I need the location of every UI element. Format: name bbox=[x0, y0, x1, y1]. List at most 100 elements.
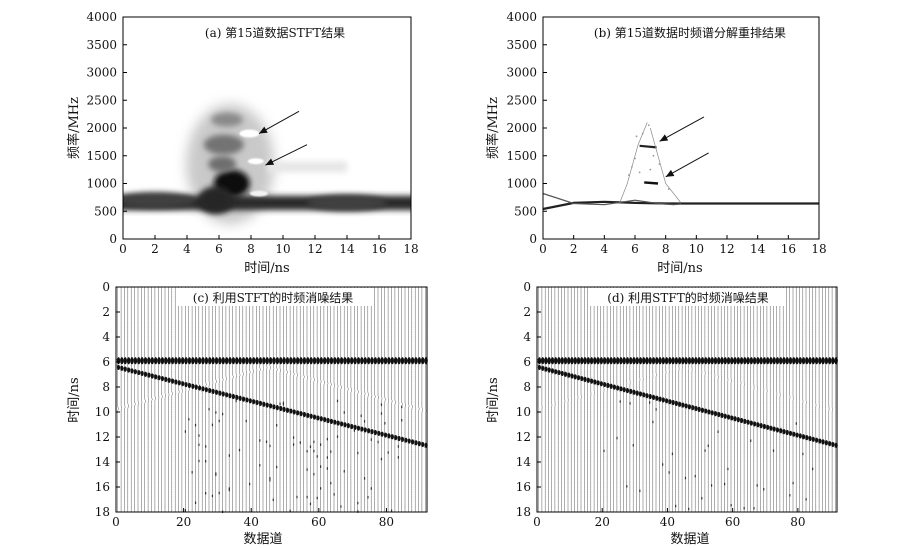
panel-d-trace bbox=[602, 287, 607, 512]
panel-c-trace bbox=[156, 287, 162, 512]
panel-d-reflection-mark bbox=[554, 369, 558, 375]
panel-c-noise-speck bbox=[211, 423, 214, 427]
panel-c-noise-speck bbox=[363, 420, 366, 423]
panel-d-direct-wave-mark bbox=[746, 357, 750, 365]
panel-c-direct-wave-mark bbox=[370, 357, 374, 365]
panel-d-noise-speck bbox=[772, 449, 775, 452]
panel-d-reflection-mark bbox=[674, 400, 678, 406]
panel-c-noise-speck bbox=[205, 459, 207, 463]
panel-d-noise-speck bbox=[756, 484, 758, 487]
panel-c-noise-speck bbox=[198, 434, 200, 437]
panel-a-xtick-label: 2 bbox=[151, 242, 159, 256]
panel-b-scatter-point bbox=[652, 154, 655, 157]
panel-c-reflection-mark bbox=[302, 411, 307, 418]
panel-c-reflection-mark bbox=[181, 381, 185, 387]
panel-c-direct-wave-mark bbox=[208, 357, 212, 365]
panel-d-direct-wave-mark bbox=[544, 357, 548, 365]
panel-d-ytick-label: 14 bbox=[516, 455, 532, 469]
panel-d-reflection-mark bbox=[671, 399, 675, 406]
panel-c-noise-speck bbox=[401, 418, 403, 422]
panel-c-trace bbox=[291, 287, 297, 512]
panel-a-xtick-label: 6 bbox=[215, 242, 223, 256]
panel-c-reflection-mark bbox=[191, 383, 195, 389]
panel-c-trace bbox=[247, 287, 253, 512]
panel-d-direct-wave-mark bbox=[677, 357, 682, 365]
panel-d-noise-speck bbox=[763, 488, 765, 491]
panel-c-ytick-label: 8 bbox=[102, 380, 110, 394]
panel-c-noise-speck bbox=[299, 441, 301, 444]
panel-d-reflection-mark bbox=[779, 428, 783, 434]
panel-d-trace bbox=[595, 287, 601, 512]
panel-a-xtick-label: 4 bbox=[183, 242, 191, 256]
panel-c-direct-wave-mark bbox=[329, 357, 334, 365]
panel-c-direct-wave-mark bbox=[262, 357, 266, 365]
panel-c-direct-wave-mark bbox=[116, 357, 121, 365]
panel-d-noise-speck bbox=[792, 481, 794, 485]
panel-b-arrow-shaft bbox=[659, 116, 705, 142]
panel-a-ytick-label: 0 bbox=[109, 232, 117, 246]
panel-d-trace bbox=[546, 287, 552, 512]
panel-c-noise-speck bbox=[320, 487, 322, 490]
panel-d-ytick-label: 6 bbox=[523, 355, 531, 369]
panel-c-direct-wave-mark bbox=[130, 357, 134, 365]
panel-d-reflection-mark bbox=[616, 385, 620, 391]
panel-d-ticks: 0 20 40 60 80 0 2 4 6 8 10 12 14 16 18 bbox=[516, 280, 806, 529]
panel-c-xtick-label: 80 bbox=[379, 515, 394, 529]
panel-c-trace bbox=[126, 287, 131, 512]
panel-c-ylabel: 时间/ns bbox=[67, 377, 82, 422]
panel-a: 0 2 4 6 8 10 12 14 16 18 0 500 1000 1500 2000 2500 3000 3… bbox=[66, 10, 419, 276]
panel-c-noise-speck bbox=[184, 430, 186, 433]
panel-a-ytick-label: 3000 bbox=[86, 66, 117, 80]
panel-d-direct-wave-mark bbox=[658, 357, 662, 365]
heat-gap bbox=[239, 129, 260, 138]
panel-d-trace bbox=[722, 287, 728, 512]
panel-d-ytick-label: 10 bbox=[516, 405, 531, 419]
panel-c-trace bbox=[217, 287, 223, 512]
panel-c-noise-speck bbox=[313, 472, 315, 476]
panel-c-noise-speck bbox=[306, 495, 308, 499]
panel-d-trace bbox=[615, 287, 620, 512]
panel-d-direct-wave-mark bbox=[824, 357, 829, 365]
panel-c-direct-wave-mark bbox=[343, 357, 347, 365]
panel-c-reflection-mark bbox=[123, 366, 127, 372]
panel-c-trace bbox=[325, 287, 331, 512]
panel-c-xtick-label: 40 bbox=[244, 515, 259, 529]
panel-b-ytick-label: 4000 bbox=[506, 10, 537, 24]
panel-d-reflection-mark bbox=[762, 423, 767, 430]
panel-d-direct-wave-mark bbox=[629, 357, 633, 365]
panel-c-direct-wave-mark bbox=[292, 357, 296, 365]
panel-c-reflection-mark bbox=[370, 429, 374, 435]
panel-c-reflection-mark bbox=[299, 411, 303, 417]
panel-d-reflection-mark bbox=[619, 386, 623, 392]
panel-c-trace bbox=[268, 287, 273, 512]
panel-b-ylabel: 频率/MHz bbox=[485, 97, 501, 159]
panel-d-noise-speck bbox=[789, 494, 791, 497]
panel-b-series-line bbox=[542, 200, 819, 211]
panel-c-noise-speck bbox=[316, 496, 318, 500]
panel-b-ytick-label: 3500 bbox=[506, 38, 537, 52]
panel-d-noise-speck bbox=[743, 506, 745, 510]
panel-d-reflection-mark bbox=[730, 415, 734, 421]
panel-c-reflection-mark bbox=[147, 372, 151, 378]
panel-c-direct-wave-mark bbox=[400, 357, 405, 365]
panel-d-direct-wave-mark bbox=[704, 357, 708, 365]
panel-b-xtick-label: 4 bbox=[601, 242, 609, 256]
panel-d-reflection-mark bbox=[769, 425, 773, 431]
panel-d-trace bbox=[680, 287, 686, 512]
heat-blob bbox=[208, 156, 237, 173]
panel-d-trace bbox=[716, 287, 722, 512]
panel-d-reflection-mark bbox=[795, 432, 799, 438]
panel-d-trace bbox=[758, 287, 764, 512]
panel-d-trace bbox=[713, 287, 718, 512]
panel-c-direct-wave-mark bbox=[153, 357, 158, 365]
panel-c-noise-speck bbox=[191, 471, 193, 474]
heat-blob bbox=[197, 186, 234, 215]
panel-c-trace bbox=[379, 287, 385, 512]
panel-d-direct-wave-mark bbox=[668, 357, 672, 365]
panel-c-noise-speck bbox=[357, 501, 359, 505]
panel-b-plot bbox=[542, 122, 819, 211]
panel-a-xtick-label: 14 bbox=[339, 242, 355, 256]
panel-d-trace bbox=[536, 287, 542, 512]
panel-d-direct-wave-mark bbox=[831, 357, 835, 365]
panel-c-direct-wave-mark bbox=[265, 357, 269, 365]
